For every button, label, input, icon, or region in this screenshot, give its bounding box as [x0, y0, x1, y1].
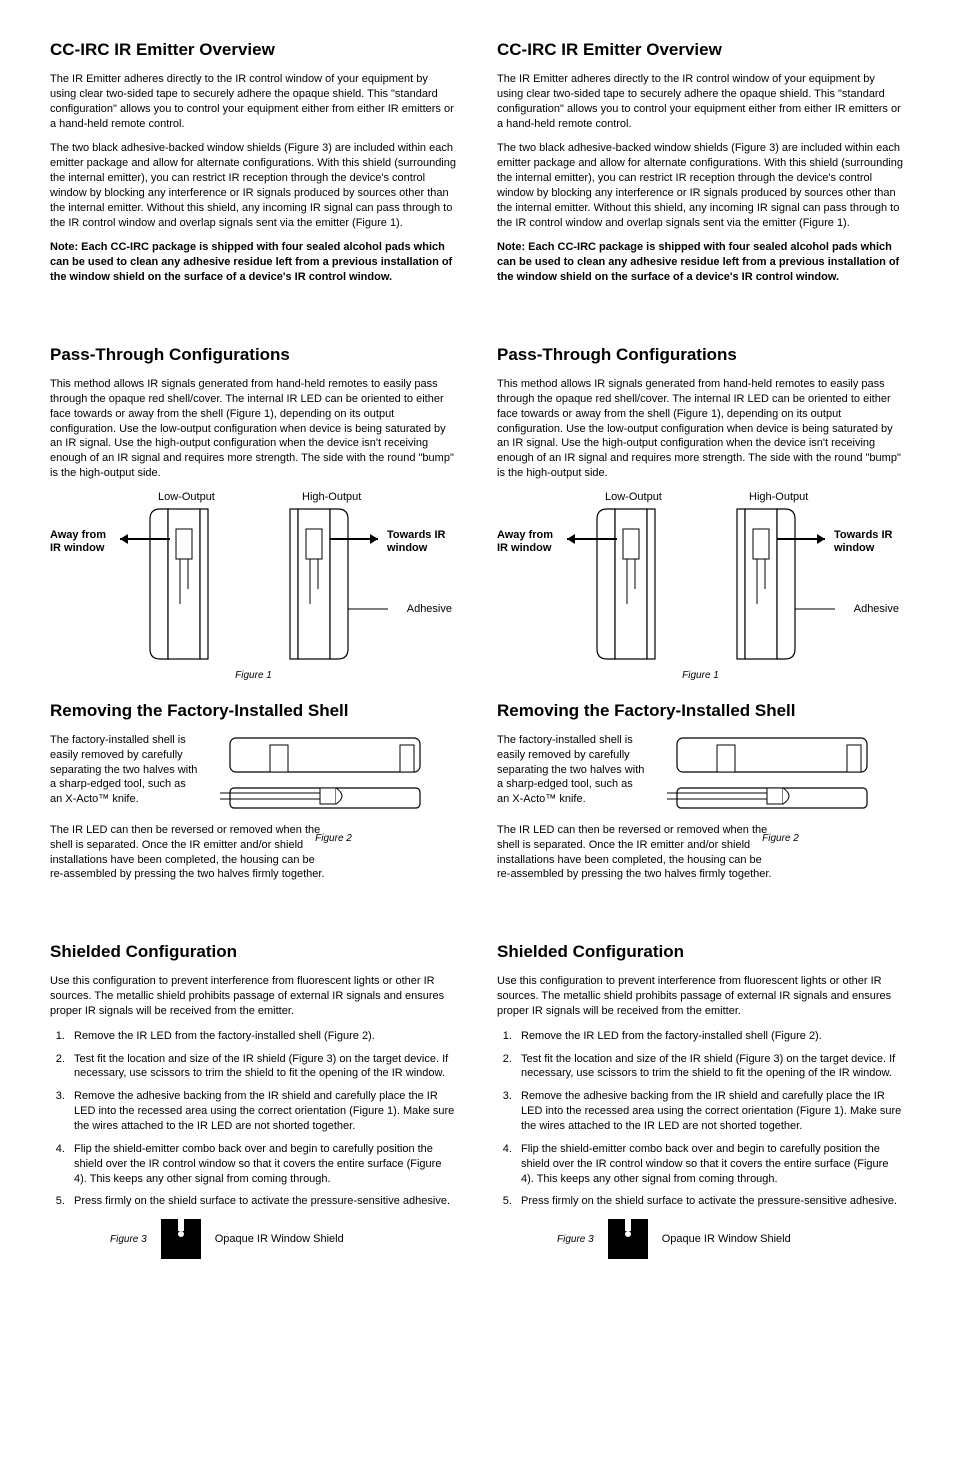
- overview-col-right: CC-IRC IR Emitter Overview The IR Emitte…: [497, 40, 904, 295]
- shielded-step: Test fit the location and size of the IR…: [68, 1052, 457, 1082]
- figure-3-svg: [608, 1219, 648, 1259]
- adhesive-label: Adhesive: [407, 603, 452, 616]
- figure-2-diagram: Figure 2: [210, 733, 457, 843]
- passthrough-p1: This method allows IR signals generated …: [50, 377, 457, 481]
- figure-3-row: Figure 3 Opaque IR Window Shield: [497, 1219, 904, 1259]
- shielded-col-right: Shielded Configuration Use this configur…: [497, 942, 904, 1259]
- adhesive-label: Adhesive: [854, 603, 899, 616]
- figure-1-svg: [50, 491, 460, 671]
- shielded-step: Flip the shield-emitter combo back over …: [515, 1142, 904, 1187]
- figure-1-diagram: Low-Output High-Output Away from IR wind…: [50, 491, 457, 681]
- figure-1-label: Figure 1: [497, 670, 904, 681]
- figure-1-label: Figure 1: [50, 670, 457, 681]
- high-output-label: High-Output: [302, 491, 361, 504]
- passthrough-col-right: Pass-Through Configurations This method …: [497, 345, 904, 681]
- shielded-step: Remove the adhesive backing from the IR …: [68, 1089, 457, 1134]
- shielded-p1: Use this configuration to prevent interf…: [497, 974, 904, 1019]
- overview-heading: CC-IRC IR Emitter Overview: [50, 40, 457, 60]
- shielded-step: Remove the IR LED from the factory-insta…: [515, 1029, 904, 1044]
- figure-2-label: Figure 2: [210, 833, 457, 844]
- overview-p2: The two black adhesive-backed window shi…: [50, 141, 457, 230]
- high-output-label: High-Output: [749, 491, 808, 504]
- passthrough-heading: Pass-Through Configurations: [497, 345, 904, 365]
- removing-row: Removing the Factory-Installed Shell The…: [50, 701, 904, 892]
- low-output-label: Low-Output: [605, 491, 662, 504]
- shielded-steps: Remove the IR LED from the factory-insta…: [497, 1029, 904, 1209]
- figure-3-label: Figure 3: [557, 1234, 594, 1245]
- shielded-step: Press firmly on the shield surface to ac…: [68, 1194, 457, 1209]
- shielded-col-left: Shielded Configuration Use this configur…: [50, 942, 457, 1259]
- figure-2-svg: [657, 733, 887, 828]
- figure-2-diagram: Figure 2: [657, 733, 904, 843]
- figure-3-svg: [161, 1219, 201, 1259]
- towards-label: Towards IR window: [387, 529, 457, 555]
- overview-p2: The two black adhesive-backed window shi…: [497, 141, 904, 230]
- figure-3-caption: Opaque IR Window Shield: [215, 1233, 344, 1245]
- overview-row: CC-IRC IR Emitter Overview The IR Emitte…: [50, 40, 904, 295]
- overview-p1: The IR Emitter adheres directly to the I…: [50, 72, 457, 131]
- overview-p1: The IR Emitter adheres directly to the I…: [497, 72, 904, 131]
- overview-note: Note: Each CC-IRC package is shipped wit…: [50, 240, 457, 285]
- shielded-step: Remove the adhesive backing from the IR …: [515, 1089, 904, 1134]
- towards-label: Towards IR window: [834, 529, 904, 555]
- figure-1-svg: [497, 491, 907, 671]
- overview-heading: CC-IRC IR Emitter Overview: [497, 40, 904, 60]
- figure-2-svg: [210, 733, 440, 828]
- shielded-heading: Shielded Configuration: [50, 942, 457, 962]
- shielded-heading: Shielded Configuration: [497, 942, 904, 962]
- shielded-step: Test fit the location and size of the IR…: [515, 1052, 904, 1082]
- figure-3-row: Figure 3 Opaque IR Window Shield: [50, 1219, 457, 1259]
- shielded-row: Shielded Configuration Use this configur…: [50, 942, 904, 1259]
- removing-p1: The factory-installed shell is easily re…: [50, 733, 200, 807]
- shielded-steps: Remove the IR LED from the factory-insta…: [50, 1029, 457, 1209]
- removing-heading: Removing the Factory-Installed Shell: [50, 701, 457, 721]
- passthrough-heading: Pass-Through Configurations: [50, 345, 457, 365]
- passthrough-row: Pass-Through Configurations This method …: [50, 345, 904, 681]
- shielded-step: Flip the shield-emitter combo back over …: [68, 1142, 457, 1187]
- away-label: Away from IR window: [50, 529, 120, 555]
- passthrough-col-left: Pass-Through Configurations This method …: [50, 345, 457, 681]
- away-label: Away from IR window: [497, 529, 567, 555]
- removing-col-right: Removing the Factory-Installed Shell The…: [497, 701, 904, 892]
- removing-heading: Removing the Factory-Installed Shell: [497, 701, 904, 721]
- shielded-step: Remove the IR LED from the factory-insta…: [68, 1029, 457, 1044]
- overview-note: Note: Each CC-IRC package is shipped wit…: [497, 240, 904, 285]
- figure-1-diagram: Low-Output High-Output Away from IR wind…: [497, 491, 904, 681]
- shielded-step: Press firmly on the shield surface to ac…: [515, 1194, 904, 1209]
- passthrough-p1: This method allows IR signals generated …: [497, 377, 904, 481]
- shielded-p1: Use this configuration to prevent interf…: [50, 974, 457, 1019]
- low-output-label: Low-Output: [158, 491, 215, 504]
- figure-3-label: Figure 3: [110, 1234, 147, 1245]
- figure-3-caption: Opaque IR Window Shield: [662, 1233, 791, 1245]
- figure-2-label: Figure 2: [657, 833, 904, 844]
- overview-col-left: CC-IRC IR Emitter Overview The IR Emitte…: [50, 40, 457, 295]
- removing-p1: The factory-installed shell is easily re…: [497, 733, 647, 807]
- removing-col-left: Removing the Factory-Installed Shell The…: [50, 701, 457, 892]
